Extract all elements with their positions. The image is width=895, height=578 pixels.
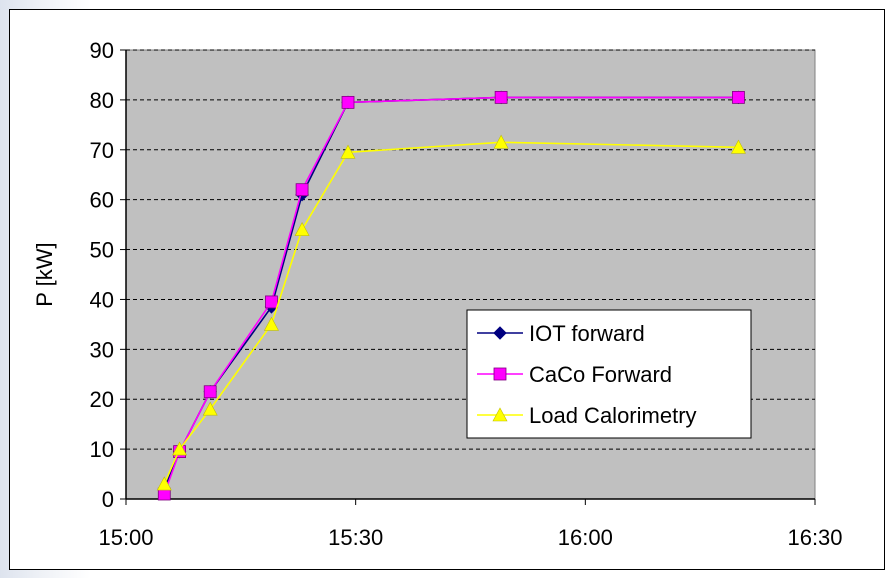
data-point [203,385,217,399]
legend: IOT forward CaCo Forward Load Calorimetry [466,309,752,439]
data-point [730,139,746,154]
x-tick-labels: 15:00 15:30 16:00 16:30 [98,525,842,550]
data-point [493,134,509,149]
y-tick-label: 70 [90,138,114,163]
legend-marker [492,407,508,422]
legend-marker [493,326,507,340]
data-point [172,441,188,456]
y-tick-label: 10 [90,437,114,462]
legend-label: CaCo Forward [529,362,672,387]
data-point [295,183,309,197]
legend-item: IOT forward [477,321,645,346]
data-point [494,90,508,104]
data-point [265,295,278,309]
legend-label: Load Calorimetry [529,403,697,428]
legend-marker [493,367,507,381]
y-tick-label: 40 [90,287,114,312]
series-line [163,141,739,485]
y-tick-label: 20 [90,387,114,412]
legend-item: Load Calorimetry [477,403,697,428]
data-point [341,95,355,109]
y-tick-label: 0 [102,487,114,512]
legend-label: IOT forward [529,321,645,346]
series-load-calorimetry [156,134,746,491]
y-tick-label: 60 [90,188,114,213]
y-tick-label: 30 [90,337,114,362]
x-tick-label: 15:30 [328,525,383,550]
data-point [263,316,279,331]
data-point [732,90,745,104]
legend-item: CaCo Forward [477,362,672,387]
series-layer [156,90,746,501]
y-tick-labels: 0 10 20 30 40 50 60 70 80 90 [90,38,114,512]
data-point [340,144,356,159]
x-tick-label: 15:00 [98,525,153,550]
x-tick-label: 16:00 [558,525,613,550]
y-tick-label: 80 [90,88,114,113]
data-point [294,221,310,236]
y-tick-label: 90 [90,38,114,63]
y-tick-label: 50 [90,238,114,263]
data-point [156,476,172,491]
x-tick-label: 16:30 [787,525,842,550]
axes [120,49,816,505]
y-axis-title: P [kW] [32,242,57,306]
data-point [202,401,218,416]
